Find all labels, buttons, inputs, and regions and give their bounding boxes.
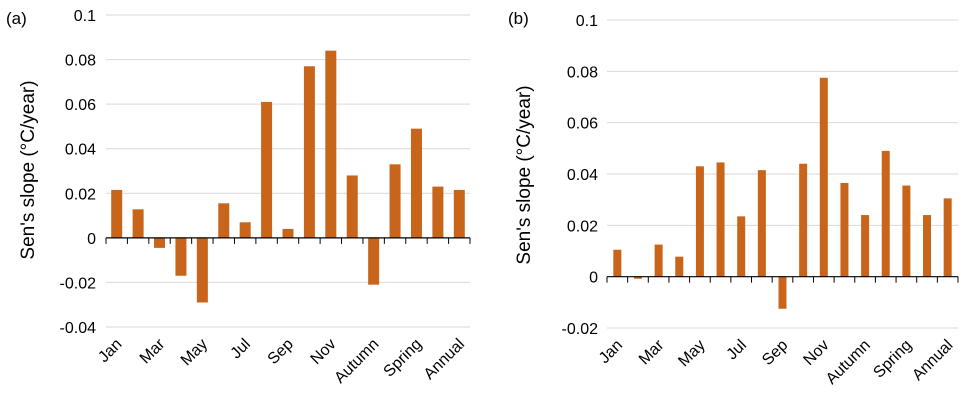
panel-b-bar	[902, 185, 911, 277]
panel-a-y-tick-label: 0.04	[65, 142, 96, 159]
panel-a-bar	[111, 189, 123, 238]
panel-b-bar	[799, 163, 808, 277]
panel-a-x-tick-label: Mar	[137, 335, 169, 367]
panel-b-bar	[757, 170, 766, 277]
panel-a-x-tick-label: Annual	[421, 336, 468, 383]
panel-a-bar	[453, 189, 465, 238]
panel-b-bar	[819, 77, 828, 277]
panel-a-bar	[282, 228, 294, 238]
panel-a-x-tick-label: Jan	[95, 336, 125, 366]
panel-b-x-tick-label: Jan	[596, 337, 626, 367]
panel-a: (a) Sen's slope (°C/year) -0.04 -0.02 0 0.0…	[6, 8, 471, 387]
panel-b-label: (b)	[508, 9, 529, 28]
panel-b-bar	[737, 216, 746, 277]
panel-a-y-tick-label: 0	[87, 231, 96, 248]
panel-a-x-tick-label: Sep	[265, 336, 297, 368]
panel-b-x-tick-label: Annual	[909, 337, 956, 384]
panel-a-bar	[432, 186, 444, 238]
panel-a-y-axis-title: Sen's slope (°C/year)	[18, 80, 39, 259]
panel-a-x-tick-label: Spring	[381, 336, 426, 381]
panel-b-bar	[923, 215, 932, 277]
panel-a-x-tick-label: Autumn	[331, 336, 382, 387]
panel-b-y-tick-label: 0.04	[567, 167, 598, 184]
panel-a-gridlines	[106, 14, 470, 328]
panel-b: (b) Sen's slope (°C/year) -0.02 0 0.02 0.04…	[508, 9, 959, 388]
panel-a-y-tick-label: 0.06	[65, 97, 96, 114]
panel-a-y-tick-label: 0.1	[74, 8, 96, 25]
panel-a-bar	[132, 209, 144, 238]
panel-b-y-tick-label: 0	[589, 270, 598, 287]
panel-a-bar	[303, 66, 315, 238]
panel-b-bar	[840, 182, 849, 277]
panel-b-y-tick-label: 0.08	[567, 64, 598, 81]
panel-a-bar	[239, 222, 251, 238]
panel-b-zero-axis	[606, 276, 959, 283]
panel-b-y-tick-labels: -0.02 0 0.02 0.04 0.06 0.08 0.1	[562, 13, 599, 338]
panel-b-bar	[675, 256, 684, 277]
panel-a-bar	[154, 237, 166, 248]
panel-b-y-tick-label: 0.06	[567, 116, 598, 133]
panel-b-bar	[861, 215, 870, 277]
panel-a-bar	[196, 237, 208, 303]
panel-b-x-tick-label: Autumn	[823, 337, 874, 388]
panel-a-bar	[218, 203, 230, 238]
panel-a-y-tick-labels: -0.04 -0.02 0 0.02 0.04 0.06 0.08 0.1	[60, 8, 97, 337]
panel-b-x-tick-label: Spring	[870, 337, 915, 382]
panel-b-bar	[778, 276, 787, 309]
panel-a-y-tick-label: -0.02	[60, 275, 97, 292]
panel-b-bars	[613, 77, 952, 309]
panel-a-y-tick-label: 0.08	[65, 53, 96, 70]
panel-a-label: (a)	[6, 9, 27, 28]
panel-a-bars	[111, 50, 465, 303]
panel-b-bar	[654, 244, 663, 277]
panel-b-y-tick-label: 0.02	[567, 218, 598, 235]
panel-a-bar	[325, 50, 337, 238]
panel-b-gridlines	[607, 19, 958, 329]
panel-a-x-tick-label: Jul	[228, 336, 254, 362]
panel-b-bar	[716, 162, 725, 277]
panel-b-y-tick-label: 0.1	[576, 13, 598, 30]
panel-b-bar	[943, 198, 952, 277]
panel-b-x-tick-label: Mar	[636, 336, 668, 368]
panel-b-x-tick-label: Nov	[800, 337, 832, 369]
panel-b-bar	[633, 276, 642, 279]
panel-a-bar	[175, 237, 187, 276]
panel-a-bar	[368, 237, 380, 285]
panel-b-x-tick-label: Sep	[759, 337, 791, 369]
panel-a-bar	[261, 101, 273, 238]
panel-a-bar	[389, 164, 401, 238]
panel-b-x-tick-label: Jul	[724, 337, 750, 363]
panel-a-y-tick-label: -0.04	[60, 320, 97, 337]
panel-b-bar	[613, 249, 622, 277]
panel-a-x-tick-label: Nov	[308, 336, 340, 368]
panel-a-zero-axis	[105, 237, 471, 244]
panel-b-x-tick-label: May	[675, 337, 708, 370]
panel-a-y-tick-label: 0.02	[65, 186, 96, 203]
panel-a-x-tick-label: May	[178, 336, 211, 369]
panel-b-y-tick-label: -0.02	[562, 321, 599, 338]
panel-a-bar	[410, 128, 422, 238]
panel-b-y-axis-title: Sen's slope (°C/year)	[514, 85, 535, 264]
panel-b-bar	[881, 150, 890, 277]
panel-b-bar	[695, 166, 704, 277]
panel-a-bar	[346, 175, 358, 238]
